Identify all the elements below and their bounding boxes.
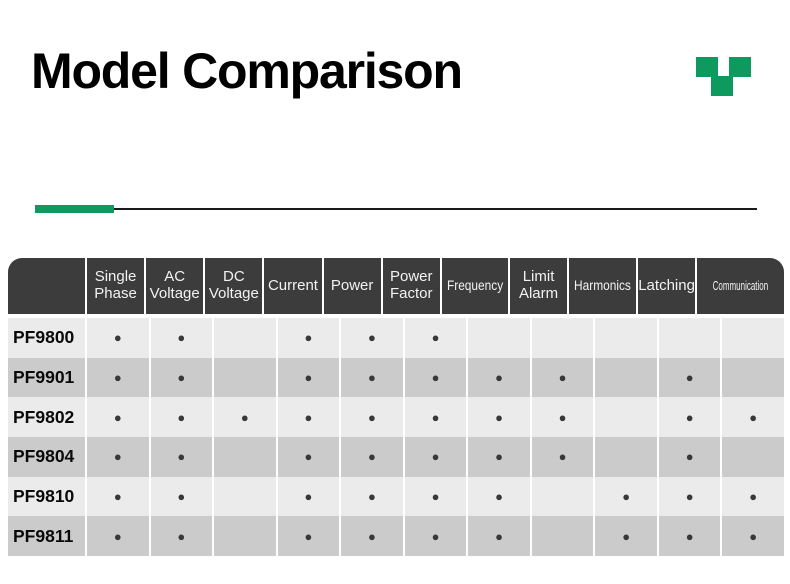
feature-cell: ● (341, 516, 403, 557)
feature-cell (595, 318, 657, 358)
header-cell-power: Power (323, 258, 381, 314)
feature-cell: ● (658, 397, 721, 438)
header-cell-harmonics: Harmonics (569, 258, 637, 314)
feature-cell (722, 437, 784, 477)
header-cell-single-phase: Single Phase (87, 258, 145, 314)
header-cell-frequency: Frequency (441, 258, 508, 314)
table-row: PF9804 ● ● ● ● ● ● ● ● (8, 437, 784, 477)
feature-cell (595, 357, 657, 398)
feature-cell: ● (277, 437, 340, 477)
header-cell-ac-voltage: AC Voltage (146, 258, 204, 314)
table-row: PF9811 ● ● ● ● ● ● ● ● ● (8, 516, 784, 557)
feature-cell: ● (658, 437, 721, 477)
feature-cell: ● (150, 476, 213, 517)
header-cell-communication: Communication (697, 258, 784, 314)
feature-cell (214, 476, 276, 517)
feature-cell: ● (468, 516, 530, 557)
feature-cell: ● (341, 397, 403, 438)
feature-cell (531, 516, 594, 557)
feature-cell: ● (595, 516, 657, 557)
feature-cell (214, 437, 276, 477)
model-name: PF9802 (8, 397, 85, 438)
table-header: Single Phase AC Voltage DC Voltage Curre… (8, 258, 784, 314)
feature-cell: ● (150, 437, 213, 477)
feature-cell: ● (150, 318, 213, 358)
feature-cell: ● (277, 516, 340, 557)
feature-cell: ● (150, 357, 213, 398)
feature-cell: ● (468, 476, 530, 517)
feature-cell: ● (277, 476, 340, 517)
feature-cell: ● (468, 357, 530, 398)
feature-cell (722, 357, 784, 398)
accent-bar (35, 205, 114, 213)
feature-cell: ● (404, 357, 467, 398)
feature-cell (658, 318, 721, 358)
feature-cell: ● (404, 516, 467, 557)
feature-cell (722, 318, 784, 358)
feature-cell: ● (468, 437, 530, 477)
feature-cell: ● (277, 397, 340, 438)
feature-cell: ● (404, 437, 467, 477)
feature-cell: ● (722, 397, 784, 438)
page-title: Model Comparison (31, 43, 463, 99)
feature-cell: ● (150, 516, 213, 557)
feature-cell (468, 318, 530, 358)
feature-cell: ● (531, 437, 594, 477)
feature-cell: ● (722, 476, 784, 517)
feature-cell (595, 437, 657, 477)
table-row: PF9802 ● ● ● ● ● ● ● ● ● ● (8, 397, 784, 438)
feature-cell: ● (595, 476, 657, 517)
feature-cell: ● (404, 476, 467, 517)
feature-cell: ● (341, 437, 403, 477)
feature-cell: ● (468, 397, 530, 438)
feature-cell (214, 318, 276, 358)
feature-cell: ● (277, 357, 340, 398)
header-cell-model (8, 258, 85, 314)
feature-cell: ● (658, 516, 721, 557)
feature-cell (531, 476, 594, 517)
feature-cell: ● (341, 318, 403, 358)
header-cell-power-factor: Power Factor (382, 258, 440, 314)
logo-square-icon (729, 57, 751, 77)
divider-line (114, 208, 757, 210)
model-name: PF9811 (8, 516, 85, 557)
feature-cell (531, 318, 594, 358)
feature-cell: ● (87, 476, 149, 517)
feature-cell: ● (658, 357, 721, 398)
header-cell-latching: Latching (638, 258, 696, 314)
feature-cell: ● (214, 397, 276, 438)
feature-cell: ● (150, 397, 213, 438)
header-cell-dc-voltage: DC Voltage (205, 258, 263, 314)
feature-cell: ● (404, 397, 467, 438)
three-squares-logo (696, 57, 752, 98)
logo-square-icon (696, 57, 718, 77)
feature-cell: ● (87, 357, 149, 398)
feature-cell: ● (722, 516, 784, 557)
model-name: PF9810 (8, 476, 85, 517)
feature-cell: ● (531, 397, 594, 438)
feature-cell (214, 516, 276, 557)
model-name: PF9800 (8, 318, 85, 358)
feature-cell: ● (341, 357, 403, 398)
feature-cell: ● (87, 397, 149, 438)
feature-cell: ● (658, 476, 721, 517)
feature-cell: ● (277, 318, 340, 358)
header-cell-current: Current (264, 258, 322, 314)
feature-cell: ● (87, 437, 149, 477)
table-row: PF9901 ● ● ● ● ● ● ● ● (8, 357, 784, 398)
table-row: PF9810 ● ● ● ● ● ● ● ● ● (8, 476, 784, 517)
feature-cell: ● (87, 516, 149, 557)
feature-cell: ● (87, 318, 149, 358)
logo-square-icon (711, 76, 733, 96)
table-row: PF9800 ● ● ● ● ● (8, 318, 784, 358)
feature-cell: ● (404, 318, 467, 358)
header-cell-limit-alarm: Limit Alarm (509, 258, 568, 314)
feature-cell: ● (341, 476, 403, 517)
comparison-table: Single Phase AC Voltage DC Voltage Curre… (8, 258, 784, 557)
feature-cell: ● (531, 357, 594, 398)
feature-cell (595, 397, 657, 438)
model-name: PF9804 (8, 437, 85, 477)
model-name: PF9901 (8, 357, 85, 398)
feature-cell (214, 357, 276, 398)
